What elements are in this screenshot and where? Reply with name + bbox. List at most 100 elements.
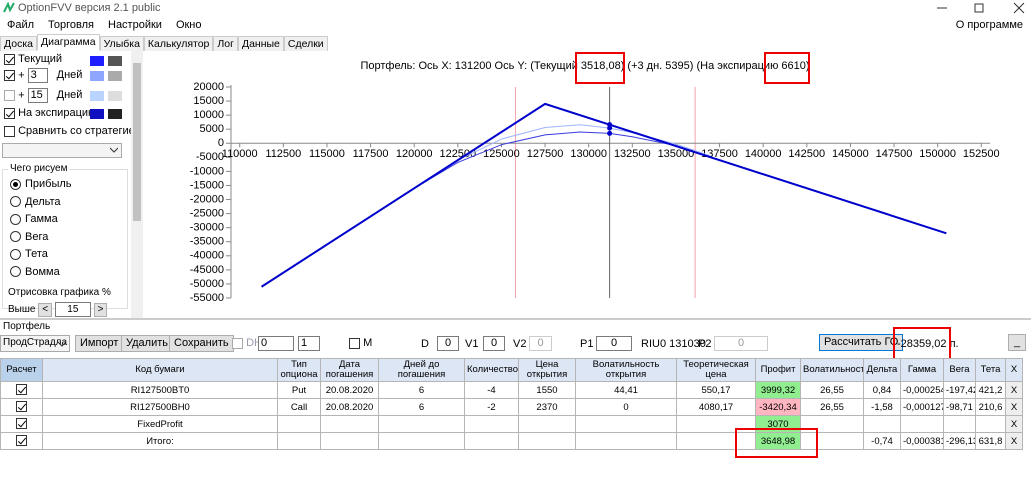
radio-label: Вомма — [25, 265, 60, 278]
days-input[interactable]: 15 — [27, 88, 48, 103]
menu-about[interactable]: О программе — [955, 19, 1023, 31]
label: Отрисовка графика % — [8, 287, 111, 298]
title-bar: OptionFVV версия 2.1 public — [0, 0, 1031, 17]
column-header[interactable]: Вега — [943, 358, 976, 382]
x-tick-label: 110000 — [222, 148, 258, 160]
color-swatch[interactable] — [90, 71, 104, 81]
button-next[interactable]: > — [93, 303, 108, 318]
radio-option[interactable]: Вега — [10, 231, 72, 249]
column-header[interactable]: Тета — [975, 358, 1006, 382]
tab[interactable]: Улыбка — [99, 36, 144, 51]
spin-input[interactable]: 1 — [298, 336, 320, 351]
minimize-button[interactable]: _ — [1008, 334, 1026, 351]
radio-option[interactable]: Вомма — [10, 266, 72, 284]
menu-item[interactable]: Настройки — [108, 19, 162, 31]
delete-cell[interactable]: X — [1005, 381, 1023, 399]
tab[interactable]: Сделки — [283, 36, 328, 51]
delete-cell[interactable]: X — [1005, 432, 1023, 450]
window-controls[interactable] — [930, 2, 1030, 15]
delete-cell[interactable]: X — [1005, 415, 1023, 433]
checkbox[interactable] — [4, 107, 15, 119]
column-header[interactable]: Тип опциона — [277, 358, 321, 382]
days-input[interactable]: 3 — [27, 68, 48, 83]
color-swatch[interactable] — [108, 71, 122, 81]
radio-option[interactable]: Гамма — [10, 213, 72, 231]
column-header[interactable]: Волатильность открытия — [575, 358, 677, 382]
x-tick-label: 135000 — [658, 148, 695, 160]
tab[interactable]: Диаграмма — [36, 34, 100, 50]
cursor-point — [607, 122, 613, 128]
radio[interactable] — [10, 196, 21, 208]
column-header[interactable]: Цена открытия — [518, 358, 576, 382]
cell: 26,55 — [800, 381, 864, 399]
color-swatch[interactable] — [108, 91, 122, 101]
tab[interactable]: Лог — [213, 36, 238, 51]
y-tick-label: 10000 — [193, 109, 224, 121]
radio[interactable] — [10, 213, 21, 225]
radio[interactable] — [10, 231, 21, 243]
column-header[interactable]: X — [1005, 358, 1023, 382]
calc-margin-button[interactable]: Рассчитать ГО — [819, 334, 904, 351]
y-tick-label: -30000 — [190, 222, 224, 234]
tab-strip: Доска Диаграмма Улыбка Калькулятор Лог Данные… — [0, 34, 328, 51]
column-header[interactable]: Гамма — [900, 358, 944, 382]
color-swatch[interactable] — [90, 91, 104, 101]
radio-option[interactable]: Дельта — [10, 196, 72, 214]
scroll-thumb[interactable] — [133, 63, 141, 221]
color-swatch[interactable] — [90, 109, 104, 119]
tab[interactable]: Доска — [0, 36, 37, 51]
delete-button[interactable]: Удалить — [121, 335, 173, 352]
splitter[interactable] — [0, 318, 1031, 320]
column-header[interactable]: Профит — [755, 358, 801, 382]
column-header[interactable]: Дата погашения — [320, 358, 379, 382]
checkbox[interactable] — [232, 337, 243, 349]
save-button[interactable]: Сохранить — [169, 335, 234, 352]
tab[interactable]: Калькулятор — [143, 36, 214, 51]
column-header[interactable]: Код бумаги — [42, 358, 278, 382]
highlight-box — [893, 327, 951, 362]
column-header[interactable]: Теоретическая цена — [676, 358, 756, 382]
checkbox[interactable] — [4, 70, 15, 81]
radio-option[interactable]: Прибыль — [10, 178, 72, 196]
checkbox[interactable] — [4, 125, 15, 137]
tab[interactable]: Данные — [237, 36, 284, 51]
cell: -296,13 — [943, 432, 976, 450]
radio[interactable] — [10, 178, 21, 190]
checkbox[interactable] — [4, 53, 15, 65]
radio[interactable] — [10, 266, 21, 278]
menu-item[interactable]: Торговля — [48, 19, 94, 31]
color-swatch[interactable] — [90, 56, 104, 66]
p1-input[interactable]: 0 — [596, 336, 632, 351]
row-checkbox[interactable] — [16, 384, 27, 396]
spin-input[interactable]: 0 — [258, 336, 294, 351]
column-header[interactable]: Волатильность — [800, 358, 864, 382]
menu-item[interactable]: Окно — [175, 19, 202, 31]
row-checkbox[interactable] — [16, 435, 27, 447]
color-swatch[interactable] — [108, 56, 122, 66]
x-tick-label: 152500 — [963, 148, 1000, 160]
label: Текущий — [18, 53, 63, 65]
column-header[interactable]: Дельта — [863, 358, 901, 382]
radio[interactable] — [10, 248, 21, 260]
delete-cell[interactable]: X — [1005, 398, 1023, 416]
cell — [320, 432, 379, 450]
cell — [518, 432, 576, 450]
strategy-select[interactable]: ПродСтрадла — [0, 335, 70, 352]
menu-item[interactable]: Файл — [7, 19, 35, 31]
radio-option[interactable]: Тета — [10, 248, 72, 266]
row-checkbox[interactable] — [16, 418, 27, 430]
row-checkbox[interactable] — [16, 401, 27, 413]
checkbox[interactable] — [349, 337, 360, 349]
color-swatch[interactable] — [108, 109, 122, 119]
d-input[interactable]: 0 — [437, 336, 459, 351]
checkbox[interactable] — [4, 90, 15, 101]
import-button[interactable]: Импорт — [75, 335, 124, 352]
column-header[interactable]: Дней до погашения — [378, 358, 465, 382]
highlight-box — [735, 428, 818, 458]
column-header[interactable]: Количество — [464, 358, 519, 382]
column-header[interactable]: Расчет — [0, 358, 43, 382]
button-prev[interactable]: < — [38, 303, 53, 318]
v1-input[interactable]: 0 — [483, 336, 505, 351]
strategy-dropdown[interactable] — [2, 143, 122, 158]
above-input[interactable]: 15 — [54, 302, 91, 317]
